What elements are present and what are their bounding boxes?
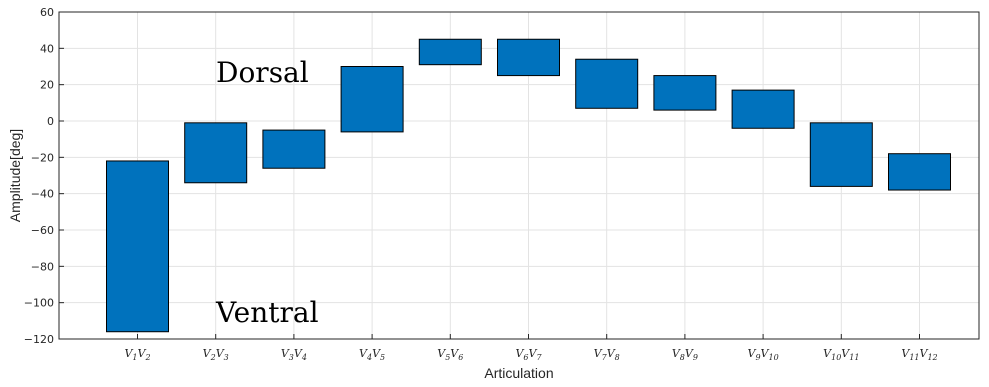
x-tick-label: V7V8: [594, 347, 620, 362]
annotation-label: Dorsal: [216, 56, 309, 89]
plot-frame: [58, 11, 980, 340]
y-axis-label: Amplitude[deg]: [7, 129, 23, 222]
bar: [575, 58, 639, 109]
x-tick-label: V10V11: [823, 347, 859, 362]
x-tick-label: V8V9: [672, 347, 698, 362]
y-tick-label: −100: [24, 297, 54, 310]
annotations: Dorsal Ventral: [215, 56, 319, 329]
x-tick-label: V11V12: [901, 347, 937, 362]
x-tick-label: V3V4: [281, 347, 307, 362]
bar: [809, 122, 873, 187]
bar: [106, 160, 169, 333]
x-tick-label: V1V2: [124, 347, 150, 362]
y-tick-label: −80: [31, 260, 54, 273]
bar: [340, 66, 404, 133]
bar: [731, 89, 795, 129]
x-axis-label: Articulation: [484, 365, 553, 381]
bar: [262, 129, 326, 169]
x-tick-labels: V1V2 V2V3 V3V4 V4V5 V5V6 V6V7 V7V8 V8V9 V9V10 V10…: [124, 334, 938, 362]
bar: [497, 38, 560, 77]
bar: [184, 122, 248, 184]
bar: [653, 75, 717, 111]
y-tick-label: 0: [47, 115, 54, 128]
y-tick-label: −20: [31, 151, 54, 164]
y-tick-label: 60: [40, 6, 54, 19]
bar: [888, 153, 951, 191]
y-tick-label: −120: [24, 333, 54, 346]
x-tick-label: V2V3: [203, 347, 229, 362]
y-tick-label: −60: [31, 224, 54, 237]
bar-series: [106, 38, 951, 333]
y-tick-label: 20: [40, 79, 54, 92]
annotation-label: Ventral: [215, 296, 319, 329]
x-tick-label: V4V5: [359, 347, 385, 362]
x-tick-label: V9V10: [748, 347, 779, 362]
y-tick-label: 40: [40, 42, 54, 55]
y-tick-labels: −120 −100 −80 −60 −40 −20 0 20 40 60: [24, 6, 64, 346]
bar: [418, 38, 482, 66]
x-tick-label: V5V6: [437, 347, 463, 362]
y-tick-label: −40: [31, 188, 54, 201]
x-tick-label: V6V7: [515, 347, 542, 362]
